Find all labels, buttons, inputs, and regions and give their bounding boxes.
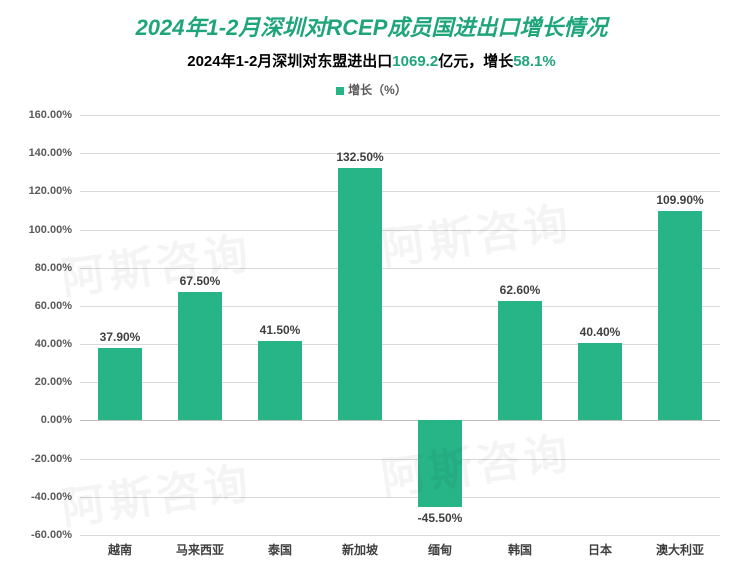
gridline [80,230,720,231]
y-tick-label: -20.00% [2,453,72,465]
subtitle-value: 1069.2 [392,53,438,70]
gridline [80,459,720,460]
plot: -60.00%-40.00%-20.00%0.00%20.00%40.00%60… [80,115,720,535]
y-tick-label: 0.00% [2,414,72,426]
legend-swatch [336,87,344,95]
gridline [80,153,720,154]
bar-value-label: 109.90% [656,193,703,207]
x-tick-label: 越南 [108,541,132,558]
bar-value-label: 41.50% [260,323,301,337]
y-tick-label: 100.00% [2,224,72,236]
bar [98,348,142,420]
subtitle-mid: 亿元，增长 [438,53,513,70]
gridline [80,497,720,498]
gridline [80,191,720,192]
subtitle-growth: 58.1% [513,53,556,70]
bar-value-label: -45.50% [418,511,463,525]
gridline [80,344,720,345]
legend-label: 增长（%） [348,83,407,97]
chart-title: 2024年1-2月深圳对RCEP成员国进出口增长情况 [0,0,743,42]
x-tick-label: 缅甸 [428,541,452,558]
subtitle-prefix: 2024年1-2月深圳对东盟进出口 [187,53,392,70]
gridline [80,115,720,116]
y-tick-label: -40.00% [2,491,72,503]
x-tick-label: 马来西亚 [176,541,224,558]
legend: 增长（%） [0,81,743,98]
x-tick-label: 泰国 [268,541,292,558]
bar [258,341,302,420]
bar-value-label: 40.40% [580,325,621,339]
x-tick-label: 日本 [588,541,612,558]
chart-subtitle: 2024年1-2月深圳对东盟进出口1069.2亿元，增长58.1% [0,50,743,71]
bar-value-label: 37.90% [100,330,141,344]
gridline [80,420,720,421]
gridline [80,382,720,383]
y-tick-label: 40.00% [2,338,72,350]
x-tick-label: 澳大利亚 [656,541,704,558]
y-tick-label: 160.00% [2,109,72,121]
bar [178,292,222,421]
chart-area: -60.00%-40.00%-20.00%0.00%20.00%40.00%60… [80,115,720,535]
gridline [80,306,720,307]
y-tick-label: 80.00% [2,262,72,274]
bar-value-label: 67.50% [180,274,221,288]
bar-value-label: 62.60% [500,283,541,297]
bar [658,211,702,421]
y-tick-label: 140.00% [2,147,72,159]
y-tick-label: 120.00% [2,185,72,197]
y-tick-label: -60.00% [2,529,72,541]
gridline [80,268,720,269]
bar [498,301,542,421]
x-tick-label: 新加坡 [342,541,378,558]
bar [418,420,462,507]
gridline [80,535,720,536]
bar-value-label: 132.50% [336,150,383,164]
x-tick-label: 韩国 [508,541,532,558]
bar [338,168,382,421]
y-tick-label: 20.00% [2,376,72,388]
bar [578,343,622,420]
y-tick-label: 60.00% [2,300,72,312]
